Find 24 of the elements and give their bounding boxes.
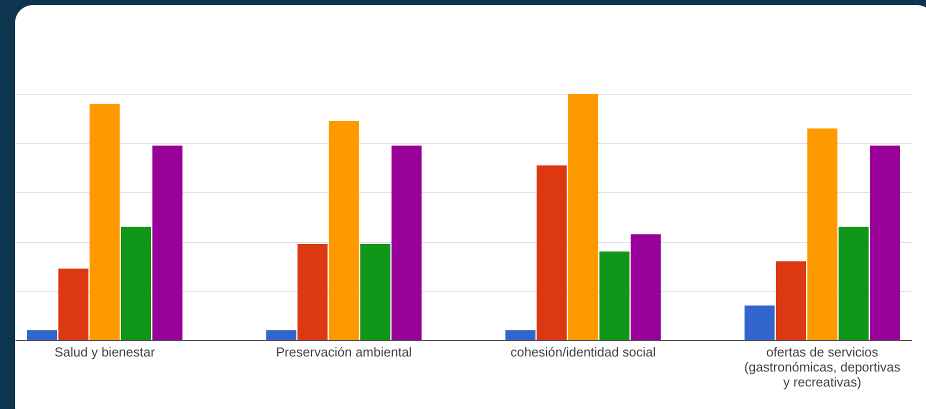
bar [630,234,661,340]
bar [807,128,838,340]
bar [776,261,806,340]
x-tick-label: Preservación ambiental [276,344,412,360]
x-tick-label: ofertas de servicios (gastronómicas, deportivas y recreativas) [744,344,901,390]
bar [90,104,120,340]
bar [505,330,536,340]
bar [536,165,567,340]
bar [392,146,422,340]
bar [838,226,869,340]
bar [328,121,359,340]
bar [152,146,182,340]
bar [870,146,900,340]
x-tick-label: cohesión/identidad social [510,344,656,360]
bar [121,226,152,340]
bar [58,268,88,340]
bar [360,244,390,340]
bar [298,244,328,340]
bar [568,94,598,340]
x-tick-label: Salud y bienestar [54,344,156,360]
bar [266,330,296,340]
bar [744,306,775,340]
bar [26,330,58,340]
bar [599,251,630,340]
